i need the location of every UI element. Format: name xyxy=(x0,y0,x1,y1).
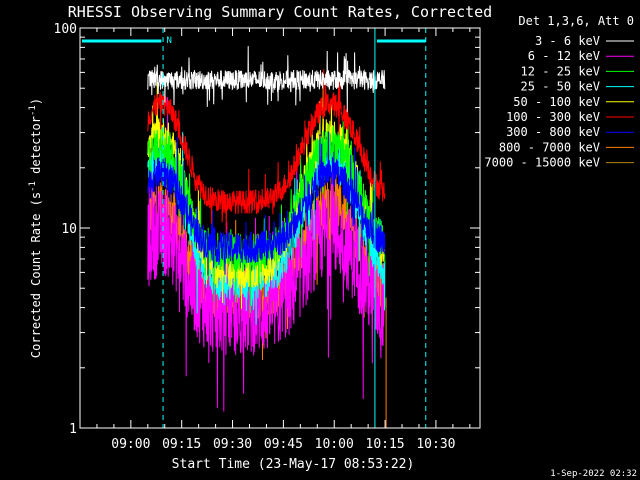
series-line xyxy=(147,69,386,234)
y-axis-label-mid: detector xyxy=(29,116,43,181)
x-tick-label: 10:00 xyxy=(315,437,354,452)
legend-label: 6 - 12 keV xyxy=(528,49,600,63)
x-tick-label: 10:30 xyxy=(416,437,455,452)
legend-label: 300 - 800 keV xyxy=(506,125,600,139)
x-tick-label: 09:30 xyxy=(213,437,252,452)
series-line xyxy=(147,118,386,313)
x-tick-label: 10:15 xyxy=(366,437,405,452)
legend-label: 7000 - 15000 keV xyxy=(484,156,600,170)
y-axis-label-main: Corrected Count Rate (s xyxy=(29,192,43,358)
y-axis-label-sup-2: -1 xyxy=(28,105,38,116)
x-axis-label: Start Time (23-May-17 08:53:22) xyxy=(172,457,415,472)
legend-label: 50 - 100 keV xyxy=(513,95,600,109)
y-tick-label: 100 xyxy=(54,22,77,37)
footer-timestamp: 1-Sep-2022 02:32 xyxy=(550,469,637,479)
series-line xyxy=(147,96,386,412)
legend-label: 25 - 50 keV xyxy=(521,80,600,94)
y-tick-label: 1 xyxy=(69,422,77,437)
legend-header: Det 1,3,6, Att 0 xyxy=(518,14,634,28)
x-tick-label: 09:00 xyxy=(111,437,150,452)
legend-label: 12 - 25 keV xyxy=(521,64,600,78)
legend-label: 3 - 6 keV xyxy=(535,34,600,48)
chart-title: RHESSI Observing Summary Count Rates, Co… xyxy=(68,3,492,21)
x-axis-ticks: 09:00 09:15 09:30 09:45 10:00 10:15 10:30 xyxy=(96,28,471,452)
series-line xyxy=(147,131,386,276)
marker-label-n: N xyxy=(166,36,171,46)
y-tick-label: 10 xyxy=(61,222,77,237)
legend-label: 100 - 300 keV xyxy=(506,110,600,124)
y-axis-label-sup-1: -1 xyxy=(28,181,38,192)
plot-lines xyxy=(147,46,387,428)
series-line xyxy=(147,46,386,113)
y-axis-label: Corrected Count Rate (s-1 detector-1) xyxy=(28,98,43,358)
y-axis-label-end: ) xyxy=(29,98,43,105)
x-tick-label: 09:15 xyxy=(162,437,201,452)
y-axis-ticks: 1 10 100 xyxy=(54,22,480,437)
x-tick-label: 09:45 xyxy=(264,437,303,452)
legend-label: 800 - 7000 keV xyxy=(499,140,600,154)
